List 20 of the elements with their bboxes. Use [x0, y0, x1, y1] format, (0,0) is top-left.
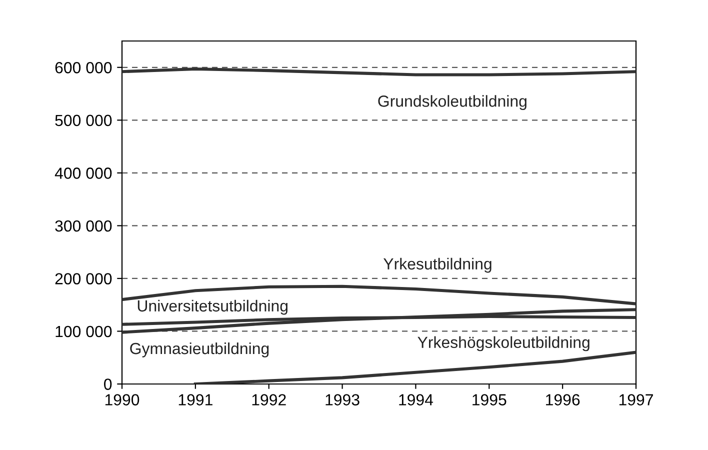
series-label: Gymnasieutbildning: [130, 342, 269, 358]
x-tick-label: 1994: [399, 394, 434, 406]
x-tick-label: 1990: [105, 394, 140, 406]
y-tick-label: 400 000: [54, 168, 112, 179]
series-label: Yrkeshögskoleutbildning: [418, 336, 590, 352]
y-tick-label: 200 000: [55, 273, 112, 284]
series-label: Yrkesutbildning: [383, 258, 492, 273]
x-tick-label: 1997: [619, 394, 653, 406]
x-tick-label: 1993: [326, 394, 360, 406]
y-tick-label: 0: [104, 378, 112, 390]
y-tick-label: 600 000: [55, 62, 112, 74]
series-label: Universitetsutbildning: [138, 300, 288, 315]
x-tick-label: 1996: [546, 394, 580, 406]
y-tick-label: 300 000: [55, 220, 112, 232]
x-tick-label: 1991: [178, 394, 212, 406]
y-tick-label: 100 000: [56, 326, 112, 338]
y-tick-label: 500 000: [55, 114, 112, 126]
series-label: Grundskoleutbildning: [378, 95, 526, 110]
x-tick-label: 1995: [472, 394, 506, 406]
x-tick-label: 1992: [252, 394, 286, 406]
